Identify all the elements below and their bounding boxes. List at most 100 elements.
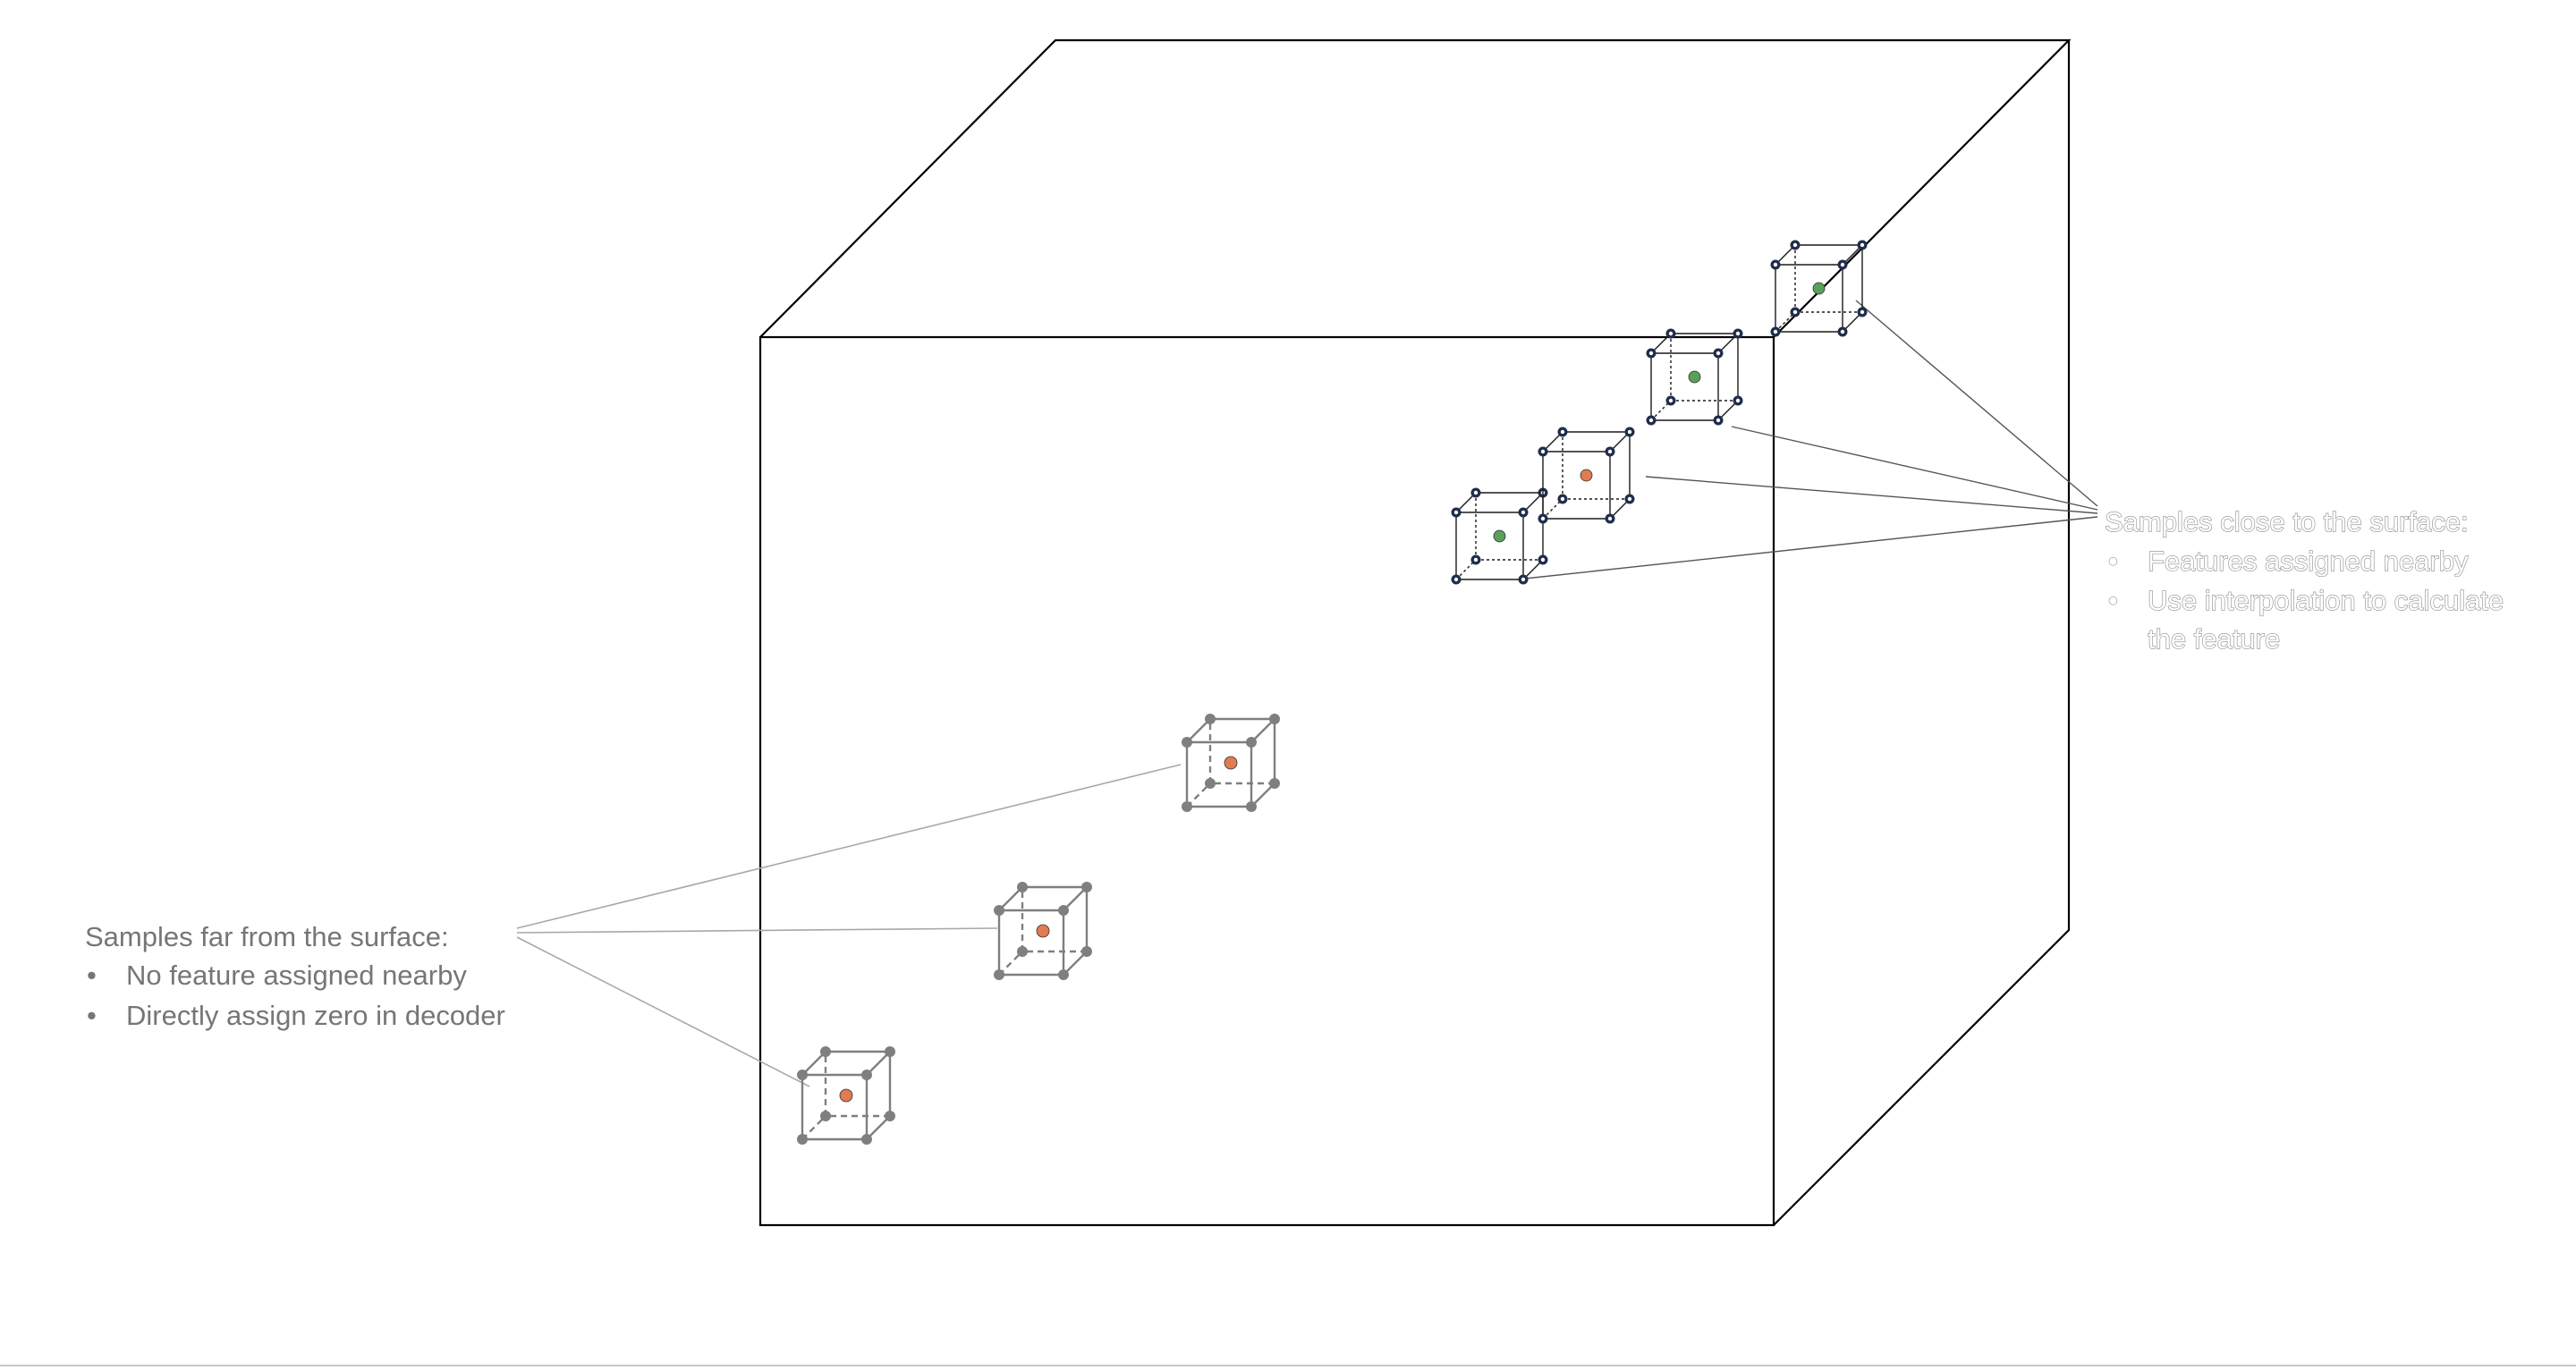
- cube-vertex-highlight: [1648, 351, 1654, 356]
- cube-vertex-highlight: [1453, 510, 1459, 515]
- cube-hidden-edge: [801, 1115, 826, 1140]
- cube-edge: [866, 1115, 891, 1140]
- cube-vertex: [1205, 714, 1216, 724]
- cube-vertex-highlight: [1560, 429, 1565, 435]
- cube-edge: [1186, 718, 1211, 743]
- cube-vertex-highlight: [1773, 329, 1778, 334]
- cube-edge: [1063, 951, 1088, 976]
- cube-vertex-highlight: [1648, 418, 1654, 423]
- cube-vertex-highlight: [1716, 351, 1721, 356]
- cube-edge: [1250, 718, 1275, 743]
- volume-top-face: [759, 38, 2072, 338]
- cube-vertex: [1182, 737, 1192, 748]
- cube-vertex-highlight: [1735, 398, 1741, 403]
- sample-point: [1493, 529, 1506, 543]
- cube-vertex: [1081, 882, 1092, 892]
- far-bullet-2-dot: •: [87, 1000, 97, 1031]
- close-callout-line: [1731, 426, 2098, 511]
- cube-vertex-highlight: [1540, 557, 1546, 562]
- cube-vertex-highlight: [1540, 449, 1546, 454]
- cube-vertex: [1058, 969, 1069, 980]
- cube-vertex-highlight: [1716, 418, 1721, 423]
- far-sample-cubes: [797, 714, 1280, 1145]
- cube-edge: [866, 1051, 891, 1076]
- cube-vertex: [994, 969, 1004, 980]
- cube-vertex: [1246, 801, 1257, 812]
- cube-vertex-highlight: [1792, 242, 1798, 248]
- far-callout-line: [516, 764, 1182, 929]
- sample-point: [839, 1088, 853, 1103]
- cube-vertex: [885, 1111, 895, 1121]
- close-bullet-1: Features assigned nearby: [2148, 545, 2469, 577]
- cube-vertex-highlight: [1860, 309, 1865, 315]
- close-callout-line: [1645, 476, 2098, 514]
- close-bullet-1-dot: •: [2108, 545, 2118, 577]
- close-sample-cubes: [1451, 240, 1868, 585]
- cube-vertex-highlight: [1860, 242, 1865, 248]
- cube-vertex-highlight: [1521, 510, 1526, 515]
- far-callout-line: [516, 936, 810, 1087]
- bottom-divider: [0, 1365, 2576, 1366]
- sample-point: [1224, 756, 1238, 770]
- cube-vertex-highlight: [1840, 329, 1845, 334]
- cube-vertex-highlight: [1792, 309, 1798, 315]
- cube-vertex: [1182, 801, 1192, 812]
- far-sample-cube: [994, 882, 1092, 980]
- close-bullet-2-cont: the feature: [2148, 623, 2280, 655]
- cube-vertex-highlight: [1607, 449, 1613, 454]
- cube-vertex: [861, 1070, 872, 1080]
- sample-point: [1812, 282, 1826, 295]
- cube-vertex: [797, 1070, 808, 1080]
- close-sample-cube: [1770, 240, 1868, 337]
- sample-point: [1036, 924, 1050, 938]
- cube-vertex-highlight: [1668, 331, 1674, 336]
- cube-vertex-highlight: [1473, 557, 1479, 562]
- cube-vertex-highlight: [1540, 516, 1546, 521]
- cube-vertex-highlight: [1521, 577, 1526, 582]
- sample-point: [1580, 469, 1593, 482]
- cube-vertex: [1081, 946, 1092, 957]
- close-samples-heading: Samples close to the surface:: [2105, 506, 2469, 537]
- cube-vertex: [1017, 946, 1028, 957]
- far-callout-lines: [516, 764, 1182, 1087]
- close-sample-cube: [1451, 487, 1548, 585]
- cube-vertex: [820, 1046, 831, 1057]
- close-sample-cube: [1646, 328, 1743, 426]
- far-sample-cube: [797, 1046, 895, 1145]
- cube-edge: [1250, 782, 1275, 808]
- cube-vertex: [861, 1134, 872, 1145]
- close-callout-line: [1524, 516, 2098, 579]
- far-callout-line: [516, 927, 998, 934]
- cube-vertex: [1205, 778, 1216, 789]
- cube-vertex-highlight: [1668, 398, 1674, 403]
- cube-edge: [1063, 886, 1088, 911]
- cube-vertex-highlight: [1560, 496, 1565, 502]
- close-sample-cube: [1538, 427, 1635, 524]
- cube-vertex: [820, 1111, 831, 1121]
- cube-vertex-highlight: [1607, 516, 1613, 521]
- cube-hidden-edge: [998, 951, 1023, 976]
- cube-vertex-highlight: [1840, 262, 1845, 267]
- cube-vertex-highlight: [1627, 429, 1632, 435]
- cube-vertex-highlight: [1453, 577, 1459, 582]
- close-bullet-2: Use interpolation to calculate: [2148, 585, 2504, 616]
- volume-right-face: [1773, 40, 2071, 1226]
- volume-box: [758, 38, 2072, 1227]
- cube-edge: [998, 886, 1023, 911]
- cube-vertex: [1017, 882, 1028, 892]
- cube-edge: [801, 1051, 826, 1076]
- cube-vertex: [885, 1046, 895, 1057]
- close-callout-lines: [1524, 300, 2098, 579]
- cube-vertex-highlight: [1473, 490, 1479, 495]
- cube-vertex: [797, 1134, 808, 1145]
- cube-vertex-highlight: [1773, 262, 1778, 267]
- far-samples-label: Samples far from the surface: • No featu…: [85, 921, 505, 1031]
- cube-vertex-highlight: [1627, 496, 1632, 502]
- far-samples-heading: Samples far from the surface:: [85, 921, 449, 952]
- far-bullet-1-dot: •: [87, 960, 97, 991]
- close-samples-label: Samples close to the surface: • Features…: [2104, 505, 2504, 655]
- cube-vertex: [1058, 905, 1069, 916]
- far-bullet-2: Directly assign zero in decoder: [126, 1000, 505, 1031]
- cube-vertex-highlight: [1735, 331, 1741, 336]
